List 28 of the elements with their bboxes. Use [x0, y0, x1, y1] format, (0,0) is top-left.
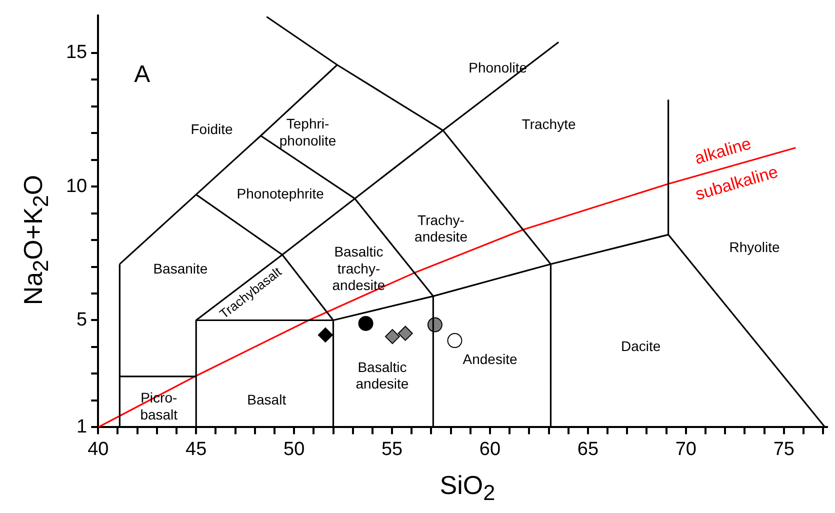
- x-tick-label: 70: [675, 438, 696, 460]
- annotation: Phonolite: [468, 60, 528, 76]
- annotation: Rhyolite: [729, 238, 780, 255]
- annotation: A: [134, 61, 150, 88]
- annotation: Tephri- phonolite: [279, 116, 336, 148]
- annotation: Phonotephrite: [236, 185, 324, 202]
- annotation: Basaltic andesite: [356, 358, 409, 392]
- annotation: Foidite: [190, 121, 233, 138]
- annotation: Trachy- andesite: [414, 212, 468, 245]
- annotation: Andesite: [462, 351, 518, 368]
- x-tick-label: 55: [381, 438, 403, 460]
- x-tick-label: 65: [577, 438, 599, 460]
- x-tick-label: 75: [773, 438, 794, 460]
- x-tick-label: 60: [479, 438, 501, 460]
- x-axis-title: SiO$_{2}$: [438, 470, 496, 506]
- annotation: Basanite: [153, 260, 208, 276]
- y-tick-label: 1: [76, 416, 88, 438]
- annotation: alkaline: [692, 134, 754, 168]
- y-tick-label: 15: [66, 42, 88, 64]
- x-tick-label: 50: [283, 438, 305, 460]
- annotation: Dacite: [621, 338, 661, 354]
- annotation: Trachyte: [522, 116, 576, 132]
- x-tick-label: 45: [186, 438, 207, 460]
- y-tick-label: 10: [66, 176, 88, 197]
- x-tick-label: 40: [88, 438, 109, 460]
- annotation: Basaltic trachy- andesite: [332, 243, 386, 294]
- y-tick-label: 5: [76, 309, 88, 330]
- annotation: Basalt: [247, 391, 286, 408]
